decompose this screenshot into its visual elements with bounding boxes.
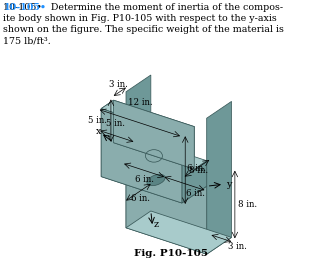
Text: x: x	[96, 127, 102, 136]
Text: 6 in.: 6 in.	[131, 194, 150, 203]
Text: 8 in.: 8 in.	[238, 200, 258, 209]
Text: 3 in.: 3 in.	[228, 242, 247, 251]
Text: shown on the figure. The specific weight of the material is: shown on the figure. The specific weight…	[3, 25, 284, 34]
Polygon shape	[126, 160, 207, 254]
Text: z: z	[153, 220, 159, 229]
Polygon shape	[126, 211, 231, 254]
Polygon shape	[101, 109, 182, 203]
Text: 175 lb/ft³.: 175 lb/ft³.	[3, 37, 51, 46]
Polygon shape	[182, 127, 207, 203]
Polygon shape	[114, 100, 194, 169]
Text: 5 in.: 5 in.	[88, 116, 107, 125]
Text: y: y	[226, 180, 231, 189]
Polygon shape	[126, 75, 151, 228]
Text: 10-105•: 10-105•	[3, 3, 46, 12]
Text: 8 in.: 8 in.	[189, 166, 208, 175]
Text: 6 in.: 6 in.	[187, 164, 206, 173]
Text: 12 in.: 12 in.	[128, 98, 152, 107]
Polygon shape	[101, 160, 207, 203]
Text: 10-105•   Determine the moment of inertia of the compos-: 10-105• Determine the moment of inertia …	[3, 3, 284, 12]
Text: ite body shown in Fig. P10-105 with respect to the y-axis: ite body shown in Fig. P10-105 with resp…	[3, 14, 277, 23]
Text: 5 in.: 5 in.	[105, 119, 124, 128]
Text: 6 in.: 6 in.	[186, 188, 205, 198]
Text: 6 in.: 6 in.	[135, 175, 154, 184]
Ellipse shape	[147, 174, 165, 186]
Polygon shape	[101, 100, 126, 177]
Polygon shape	[207, 102, 231, 254]
Text: Fig. P10-105: Fig. P10-105	[134, 249, 208, 258]
Polygon shape	[101, 100, 194, 135]
Text: 3 in.: 3 in.	[109, 80, 128, 89]
Polygon shape	[114, 134, 207, 169]
